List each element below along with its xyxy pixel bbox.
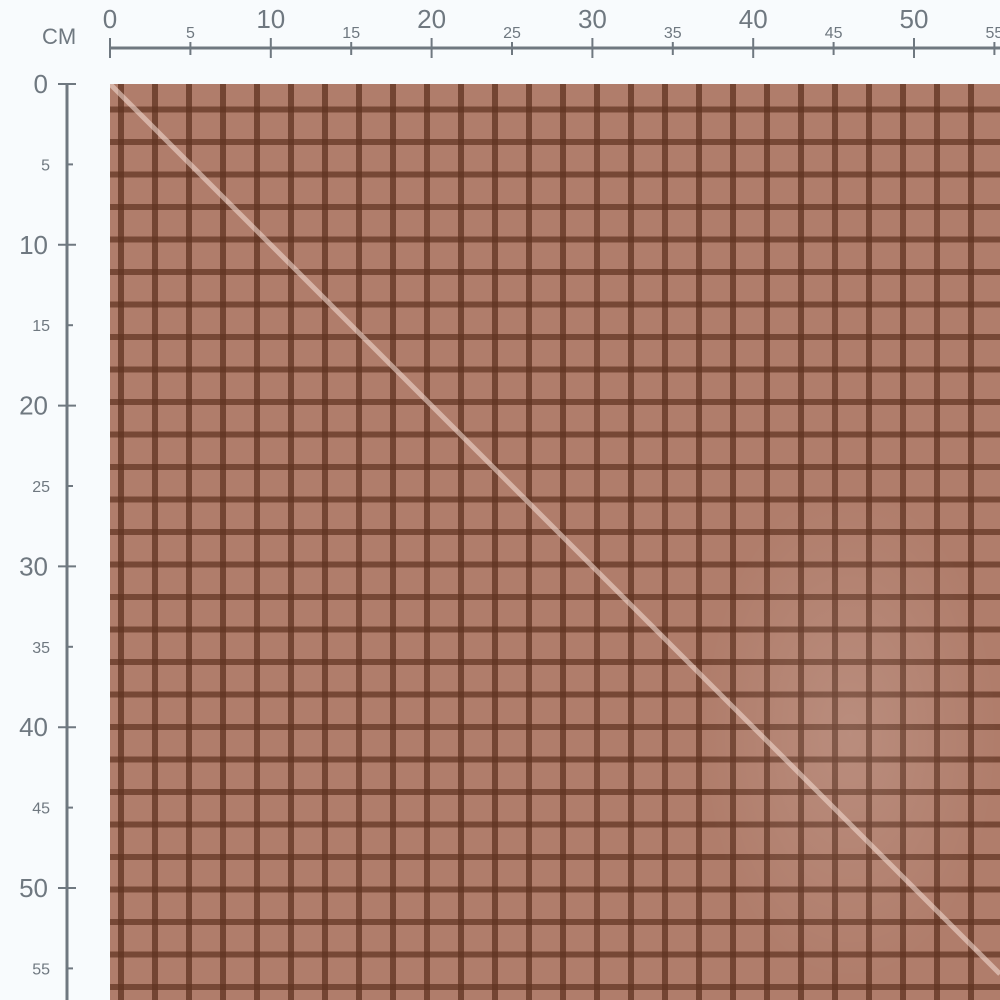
horizontal-tick-label: 10 bbox=[256, 4, 285, 34]
vertical-tick-label: 35 bbox=[32, 640, 50, 657]
horizontal-tick-label: 40 bbox=[739, 4, 768, 34]
horizontal-tick-label: 20 bbox=[417, 4, 446, 34]
vertical-tick-label: 55 bbox=[32, 961, 50, 978]
horizontal-tick-label: 35 bbox=[664, 25, 682, 42]
vertical-tick-label: 50 bbox=[19, 873, 48, 903]
horizontal-tick-label: 15 bbox=[342, 25, 360, 42]
vertical-tick-label: 15 bbox=[32, 318, 50, 335]
light-reflection bbox=[700, 484, 1000, 984]
horizontal-tick-label: 5 bbox=[186, 25, 195, 42]
diagonal-fold-line bbox=[110, 84, 1000, 976]
horizontal-tick-label: 0 bbox=[103, 4, 117, 34]
horizontal-tick-label: 25 bbox=[503, 25, 521, 42]
vertical-tick-label: 45 bbox=[32, 801, 50, 818]
vertical-tick-label: 40 bbox=[19, 712, 48, 742]
horizontal-tick-label: 50 bbox=[900, 4, 929, 34]
vertical-tick-label: 25 bbox=[32, 479, 50, 496]
horizontal-tick-label: 45 bbox=[825, 25, 843, 42]
vertical-tick-label: 20 bbox=[19, 391, 48, 421]
fabric-swatch bbox=[110, 84, 1000, 1000]
unit-label: CM bbox=[42, 24, 77, 49]
vertical-tick-label: 30 bbox=[19, 551, 48, 581]
vertical-tick-label: 5 bbox=[41, 157, 50, 174]
horizontal-tick-label: 55 bbox=[986, 25, 1000, 42]
horizontal-tick-label: 30 bbox=[578, 4, 607, 34]
vertical-tick-label: 10 bbox=[19, 230, 48, 260]
vertical-tick-label: 0 bbox=[34, 69, 48, 99]
